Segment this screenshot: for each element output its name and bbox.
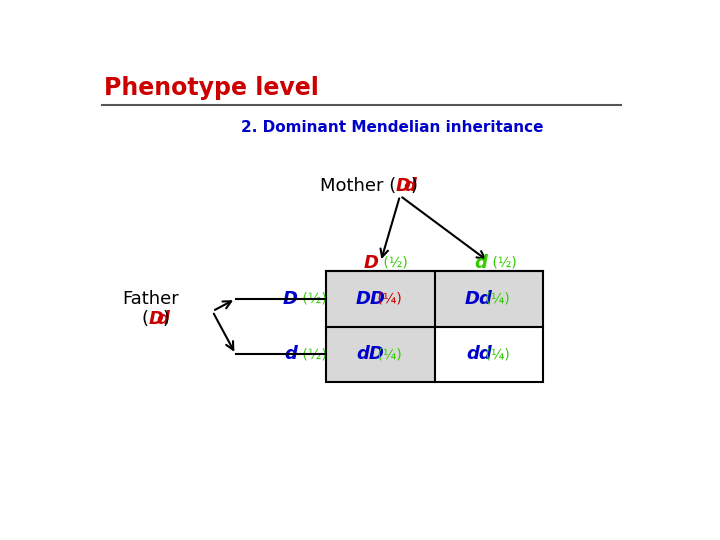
Text: d: d — [474, 254, 487, 272]
Text: Phenotype level: Phenotype level — [104, 76, 319, 100]
Text: ): ) — [163, 310, 170, 328]
Text: dD: dD — [356, 345, 384, 363]
Text: (½): (½) — [297, 292, 326, 306]
Bar — [326, 327, 435, 382]
Text: d: d — [403, 178, 416, 195]
Text: ): ) — [410, 178, 417, 195]
Text: D: D — [149, 310, 164, 328]
Text: Father: Father — [122, 290, 179, 308]
Text: (¼): (¼) — [373, 292, 402, 306]
Text: (½): (½) — [297, 347, 326, 361]
Text: Dd: Dd — [465, 290, 493, 308]
Bar — [435, 327, 544, 382]
Text: D: D — [283, 290, 297, 308]
Bar — [326, 271, 435, 327]
Text: (¼): (¼) — [373, 347, 402, 361]
Text: 2. Dominant Mendelian inheritance: 2. Dominant Mendelian inheritance — [241, 120, 544, 136]
Text: D: D — [396, 178, 411, 195]
Bar — [326, 271, 544, 382]
Text: d: d — [285, 345, 297, 363]
Text: dd: dd — [466, 345, 492, 363]
Text: Mother (: Mother ( — [320, 178, 396, 195]
Bar — [435, 271, 544, 327]
Text: (½): (½) — [379, 256, 408, 269]
Text: (½): (½) — [487, 256, 516, 269]
Text: D: D — [364, 254, 379, 272]
Text: (: ( — [142, 310, 149, 328]
Text: (¼): (¼) — [482, 347, 510, 361]
Text: DD: DD — [356, 290, 385, 308]
Text: (¼): (¼) — [482, 292, 510, 306]
Text: d: d — [156, 310, 168, 328]
